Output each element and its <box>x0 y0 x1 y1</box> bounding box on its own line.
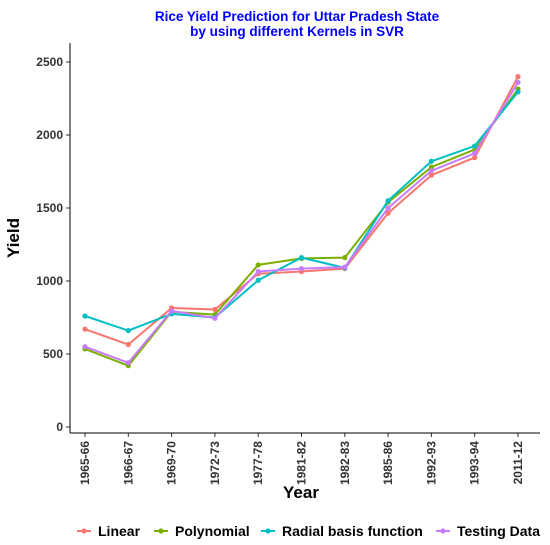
data-point-testing-data <box>515 79 521 86</box>
series-linear <box>82 74 521 348</box>
data-point-radial-basis-function <box>472 143 478 149</box>
x-tick-label: 1981-82 <box>295 441 309 485</box>
legend-item-linear: Linear <box>77 523 141 539</box>
data-point-testing-data <box>125 360 131 366</box>
data-point-linear <box>428 172 434 178</box>
data-point-linear <box>82 326 88 332</box>
y-tick-label: 2500 <box>36 55 63 69</box>
legend-label: Radial basis function <box>282 523 423 539</box>
x-tick-label: 1966-67 <box>121 441 135 485</box>
legend: Linear Polynomial Radial basis function Tes… <box>77 523 540 539</box>
data-point-testing-data <box>472 150 478 156</box>
data-point-radial-basis-function <box>515 89 521 95</box>
data-point-testing-data <box>169 308 175 314</box>
data-point-radial-basis-function <box>298 255 305 261</box>
data-point-radial-basis-function <box>428 158 434 164</box>
data-point-testing-data <box>212 315 218 321</box>
y-tick-label: 1500 <box>36 201 63 215</box>
y-tick-label: 0 <box>56 420 63 434</box>
series-line-radial-basis-function <box>84 91 519 332</box>
x-axis-ticks: 1965-66 1966-67 1969-70 1972-73 1977-78 1981-… <box>78 433 525 485</box>
series-testing-data <box>82 79 521 366</box>
data-point-radial-basis-function <box>255 277 261 283</box>
data-point-radial-basis-function <box>125 328 131 334</box>
data-point-linear <box>472 155 478 161</box>
y-axis-ticks: 0 500 1000 1500 2000 2500 <box>36 55 70 434</box>
series-layer <box>82 74 521 369</box>
data-point-polynomial <box>255 262 261 268</box>
data-point-linear <box>385 210 391 216</box>
data-point-testing-data <box>82 344 88 350</box>
x-tick-label: 2011-12 <box>511 441 525 485</box>
data-point-radial-basis-function <box>82 313 88 319</box>
legend-item-polynomial: Polynomial <box>154 523 250 539</box>
data-point-testing-data <box>255 268 261 275</box>
x-tick-label: 1993-94 <box>468 441 482 485</box>
data-point-testing-data <box>342 264 348 270</box>
series-polynomial <box>82 86 521 369</box>
legend-label: Polynomial <box>175 523 250 539</box>
x-axis-label: Year <box>283 483 319 502</box>
series-line-polynomial <box>84 88 519 367</box>
data-point-testing-data <box>298 265 305 272</box>
data-point-linear <box>212 306 218 313</box>
chart-title-line-2: by using different Kernels in SVR <box>190 24 404 39</box>
data-point-radial-basis-function <box>385 198 391 204</box>
y-tick-label: 1000 <box>36 274 63 288</box>
y-tick-label: 2000 <box>36 128 63 142</box>
x-tick-label: 1972-73 <box>208 441 222 485</box>
data-point-linear <box>125 341 131 348</box>
legend-key-point <box>265 528 271 534</box>
series-radial-basis-function <box>82 89 521 334</box>
legend-key-point <box>440 528 446 534</box>
series-line-linear <box>84 76 519 346</box>
x-tick-label: 1969-70 <box>165 441 179 485</box>
legend-item-radial-basis-function: Radial basis function <box>261 523 423 539</box>
legend-key-point <box>158 528 164 534</box>
data-point-polynomial <box>342 255 348 261</box>
y-tick-label: 500 <box>43 347 63 361</box>
data-point-testing-data <box>385 205 391 211</box>
data-point-testing-data <box>428 168 434 174</box>
legend-item-testing-data: Testing Data <box>436 523 540 539</box>
legend-label: Linear <box>98 523 141 539</box>
legend-label: Testing Data <box>457 523 540 539</box>
data-point-polynomial <box>428 164 434 170</box>
x-tick-label: 1985-86 <box>381 441 395 485</box>
x-tick-label: 1992-93 <box>424 441 438 485</box>
series-line-testing-data <box>84 81 519 364</box>
legend-key-point <box>81 528 87 534</box>
y-axis-label: Yield <box>4 218 23 258</box>
x-tick-label: 1982-83 <box>338 441 352 485</box>
chart-title-line-1: Rice Yield Prediction for Uttar Pradesh … <box>155 9 440 24</box>
x-tick-label: 1977-78 <box>251 441 265 485</box>
data-point-linear <box>515 74 521 80</box>
x-tick-label: 1965-66 <box>78 441 92 485</box>
